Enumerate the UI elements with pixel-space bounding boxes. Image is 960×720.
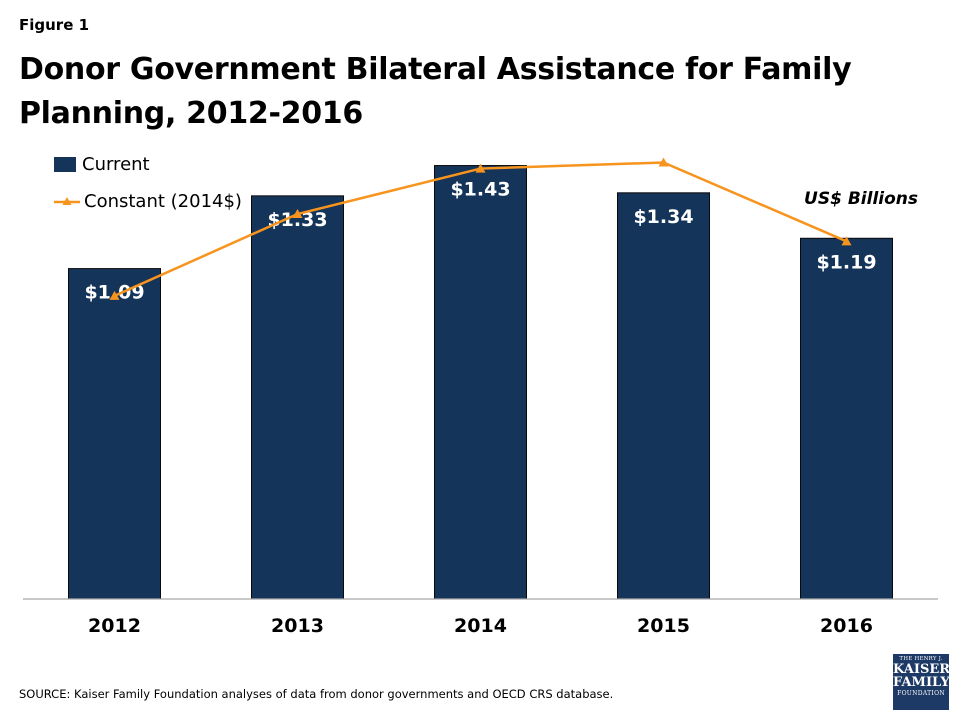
bar-data-label: $1.34 <box>633 206 693 228</box>
logo-line-4: FOUNDATION <box>897 690 945 697</box>
bar-2013 <box>251 195 344 600</box>
legend-label-constant: Constant (2014$) <box>84 191 242 212</box>
bar-data-label: $1.43 <box>450 179 510 201</box>
constant-point-2014 <box>475 163 486 173</box>
x-tick-label: 2014 <box>454 615 507 637</box>
bar-2012 <box>68 268 161 600</box>
bar-data-label: $1.33 <box>267 209 327 231</box>
units-label: US$ Billions <box>804 189 918 209</box>
bar-2016 <box>800 237 893 600</box>
constant-point-2013 <box>292 209 303 219</box>
legend-label-current: Current <box>82 154 150 175</box>
logo-line-2: KAISER <box>893 662 949 677</box>
legend-item-constant: Constant (2014$) <box>54 191 242 212</box>
x-tick-label: 2013 <box>271 615 324 637</box>
bar-2014 <box>434 165 527 600</box>
logo-line-1: THE HENRY J. <box>899 656 943 662</box>
constant-point-2012 <box>109 290 120 300</box>
logo-line-3: FAMILY <box>893 675 949 690</box>
legend-swatch-bar <box>54 157 76 172</box>
x-tick-label: 2012 <box>88 615 141 637</box>
constant-point-2015 <box>658 157 669 167</box>
constant-point-2016 <box>841 236 852 246</box>
bar-2015 <box>617 192 710 600</box>
x-tick-label: 2015 <box>637 615 690 637</box>
source-note: SOURCE: Kaiser Family Foundation analyse… <box>19 687 614 701</box>
bar-data-label: $1.19 <box>816 251 876 273</box>
x-tick-label: 2016 <box>820 615 873 637</box>
chart-title: Donor Government Bilateral Assistance fo… <box>19 52 852 131</box>
kff-logo: THE HENRY J. KAISER FAMILY FOUNDATION <box>893 654 949 710</box>
legend-item-current: Current <box>54 154 150 175</box>
legend-swatch-line <box>54 197 80 205</box>
figure-label: Figure 1 <box>19 16 90 34</box>
